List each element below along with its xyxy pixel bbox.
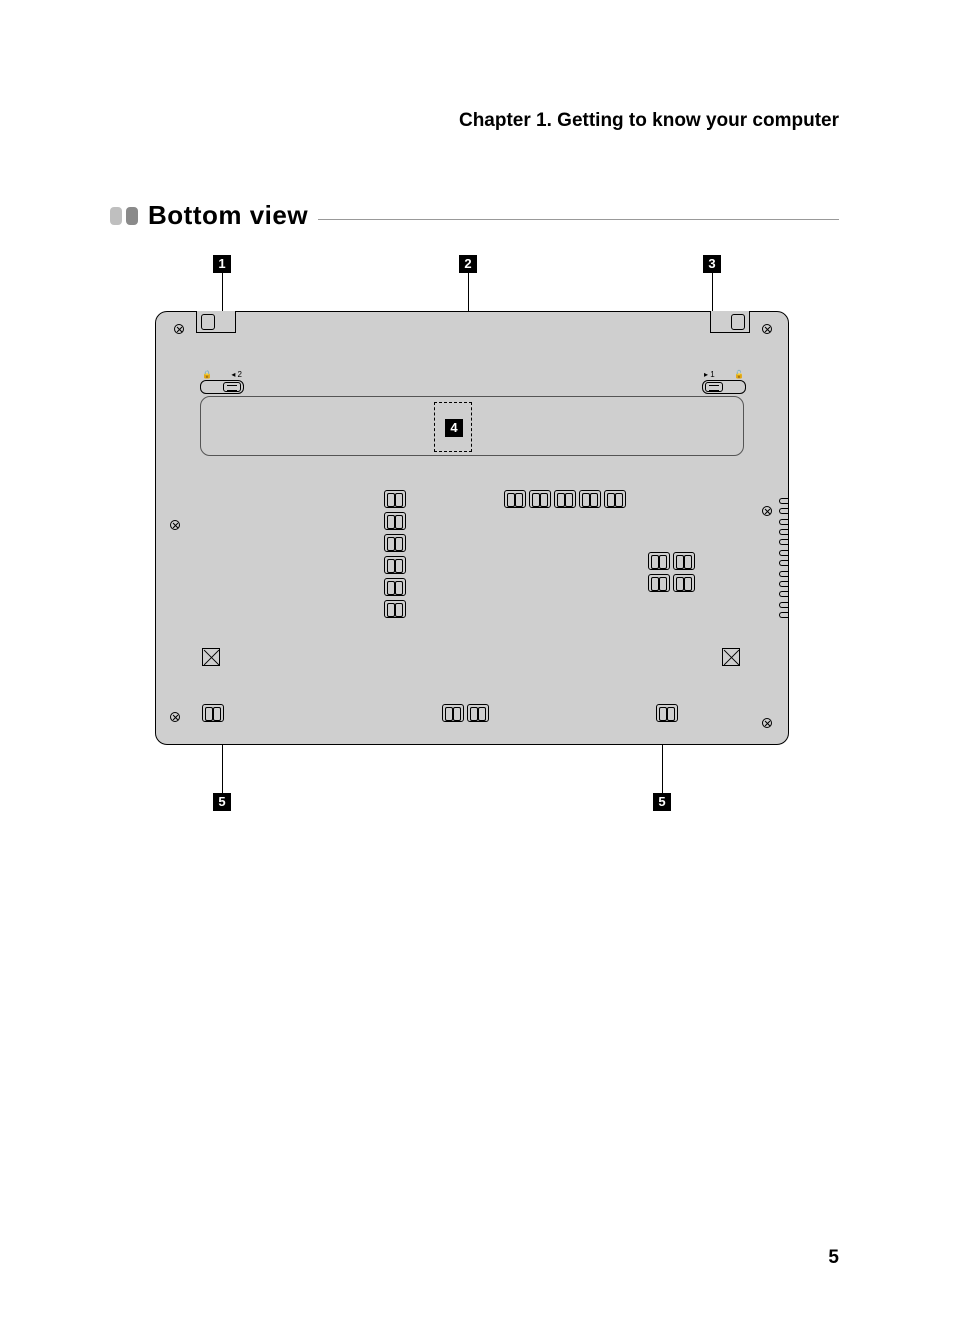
callout-5: 5 <box>213 793 231 811</box>
section-bullets <box>110 207 138 225</box>
vent-icon <box>384 534 406 552</box>
page: Chapter 1. Getting to know your computer… <box>0 0 954 1337</box>
speaker-vent-icon <box>202 704 224 722</box>
hinge <box>710 311 750 333</box>
laptop-bottom: 4 🔒◂ 2 🔓▸ 1 <box>155 311 789 745</box>
callout-line <box>712 273 713 311</box>
bottom-view-diagram: 1 2 3 4 🔒◂ 2 🔓▸ 1 5 5 <box>155 255 789 823</box>
sim-card-slot: 4 <box>434 402 472 452</box>
vent-icon <box>554 490 576 508</box>
callout-4: 4 <box>445 419 463 437</box>
section-title: Bottom view <box>148 200 308 231</box>
vent-icon <box>384 490 406 508</box>
vent-icon <box>384 578 406 596</box>
screw-icon <box>762 718 772 728</box>
vent-icon <box>673 574 695 592</box>
callout-2: 2 <box>459 255 477 273</box>
section-heading-row: Bottom view <box>110 200 839 231</box>
screw-icon <box>174 324 184 334</box>
vent-icon <box>648 552 670 570</box>
section-divider <box>318 219 839 220</box>
callout-line <box>222 273 223 311</box>
vent-icon <box>529 490 551 508</box>
hinge <box>196 311 236 333</box>
battery-latch: 🔓▸ 1 <box>702 370 746 394</box>
page-number: 5 <box>828 1247 839 1269</box>
vent-icon <box>648 574 670 592</box>
battery-panel <box>200 396 744 456</box>
vent-icon <box>579 490 601 508</box>
callout-row-top: 1 2 3 <box>155 255 789 311</box>
callout-line <box>222 745 223 793</box>
vent-icon <box>384 600 406 618</box>
vent-icon <box>384 512 406 530</box>
battery-latch: 🔒◂ 2 <box>200 370 244 394</box>
bullet-icon <box>126 207 138 225</box>
bullet-icon <box>110 207 122 225</box>
screw-icon <box>762 506 772 516</box>
side-vent <box>779 498 789 618</box>
x-mark-icon <box>202 648 220 666</box>
x-mark-icon <box>722 648 740 666</box>
speaker-vent-icon <box>656 704 678 722</box>
callout-3: 3 <box>703 255 721 273</box>
callout-5: 5 <box>653 793 671 811</box>
vent-icon <box>504 490 526 508</box>
speaker-vent-icon <box>467 704 489 722</box>
vent-icon <box>384 556 406 574</box>
chapter-header: Chapter 1. Getting to know your computer <box>459 110 839 132</box>
screw-icon <box>762 324 772 334</box>
speaker-vent-icon <box>442 704 464 722</box>
screw-icon <box>170 520 180 530</box>
callout-line <box>662 745 663 793</box>
callout-row-bottom: 5 5 <box>155 745 789 823</box>
screw-icon <box>170 712 180 722</box>
vent-icon <box>673 552 695 570</box>
vent-icon <box>604 490 626 508</box>
callout-1: 1 <box>213 255 231 273</box>
